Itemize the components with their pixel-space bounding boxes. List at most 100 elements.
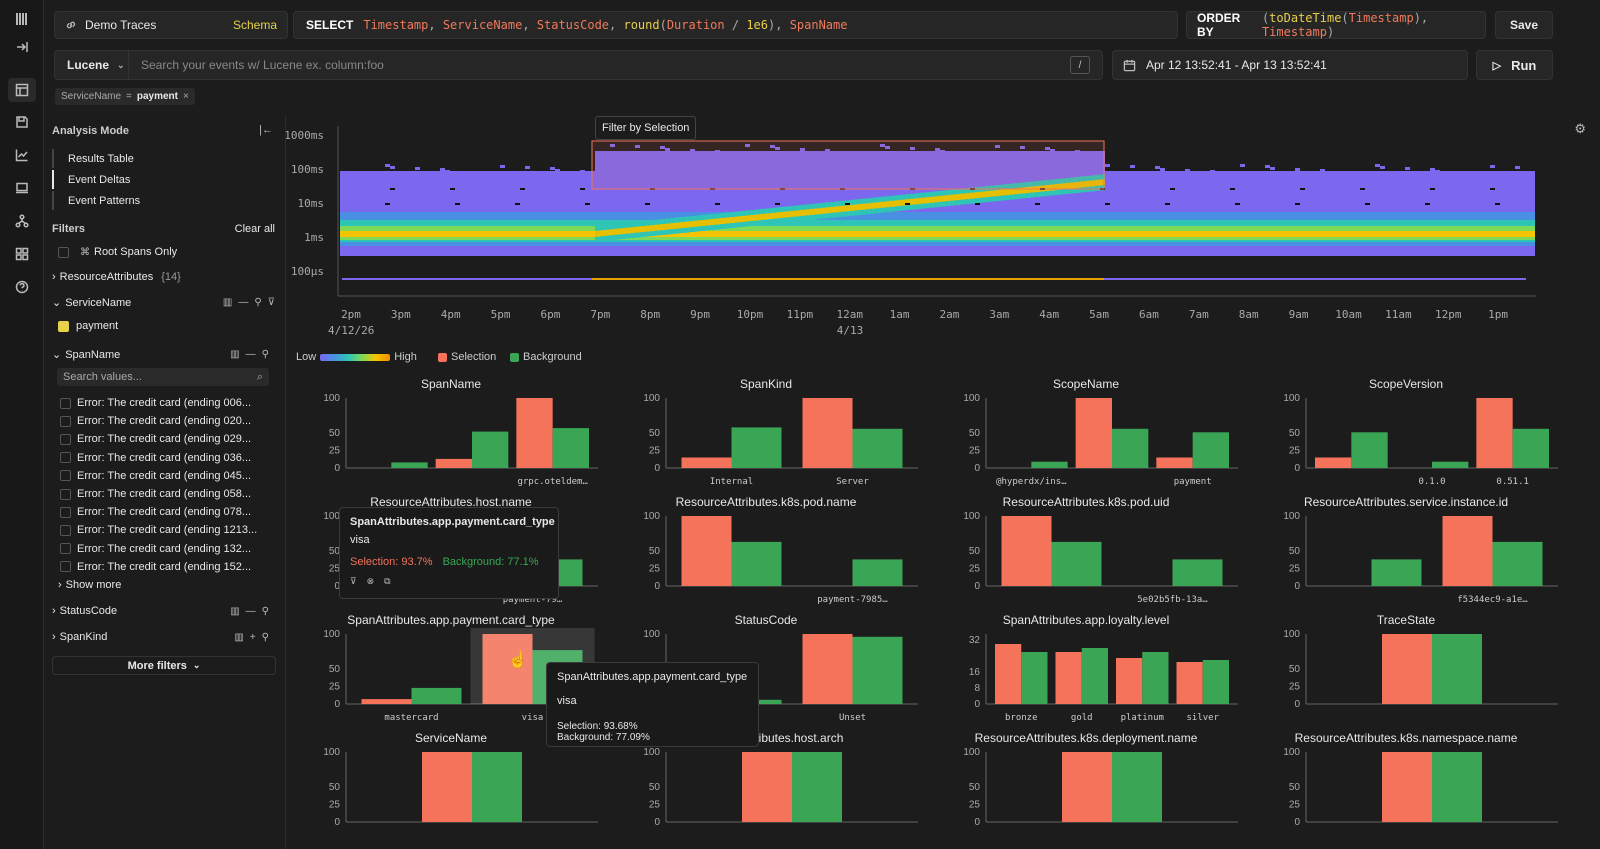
date-range-picker[interactable]: Apr 12 13:52:41 - Apr 13 13:52:41 <box>1112 50 1468 80</box>
chevron-down-icon: ⌄ <box>52 297 62 309</box>
span-name-option[interactable]: Error: The credit card (ending 006... <box>60 397 251 409</box>
mode-results-table[interactable]: Results Table <box>68 153 134 165</box>
heat-cell <box>720 231 725 237</box>
option-checkbox[interactable] <box>60 506 71 518</box>
more-filters-button[interactable]: More filters ⌄ <box>52 656 276 675</box>
category-label: gold <box>1071 713 1093 723</box>
y-tick-label: 1000ms <box>286 129 324 142</box>
show-more-button[interactable]: › Show more <box>58 579 121 591</box>
save-button[interactable]: Save <box>1495 11 1553 39</box>
option-checkbox[interactable] <box>60 415 71 427</box>
minus-icon[interactable]: — <box>238 297 249 308</box>
services-icon[interactable] <box>13 212 31 230</box>
filter-icon[interactable]: ⊽ <box>350 576 357 586</box>
heat-cell <box>610 144 615 147</box>
plus-icon[interactable]: + <box>249 632 256 643</box>
mode-event-patterns[interactable]: Event Patterns <box>68 195 141 207</box>
orderby-editor[interactable]: ORDER BY (toDateTime(Timestamp), Timesta… <box>1186 11 1486 39</box>
chip-eq: = <box>126 91 132 102</box>
payment-checkbox[interactable] <box>58 321 69 332</box>
span-name-option[interactable]: Error: The credit card (ending 058... <box>60 488 251 500</box>
span-name-option[interactable]: Error: The credit card (ending 036... <box>60 452 251 464</box>
option-checkbox[interactable] <box>60 452 71 464</box>
span-name-option[interactable]: Error: The credit card (ending 1213... <box>60 524 257 536</box>
span-kind-actions: ▥ + ⚲ <box>234 632 269 643</box>
heat-cell <box>710 151 715 256</box>
pin-icon[interactable]: ⚲ <box>261 606 269 617</box>
select-editor[interactable]: SELECT Timestamp, ServiceName, StatusCod… <box>293 11 1178 39</box>
search-input[interactable]: Search your events w/ Lucene ex. column:… <box>128 50 1103 80</box>
minus-icon[interactable]: — <box>245 349 256 360</box>
heatmap-chart[interactable]: 1000ms 100ms 10ms 1ms 100µs 2pm 3pm 4pm 5pm 6pm 7p… <box>286 116 1600 341</box>
chart-nav-icon[interactable] <box>13 146 31 164</box>
heat-cell <box>1085 180 1090 187</box>
distribution-icon[interactable]: ▥ <box>234 632 244 643</box>
clear-all-button[interactable]: Clear all <box>234 223 275 235</box>
background-bar <box>1432 634 1482 704</box>
chart-title: StatusCode <box>735 613 798 627</box>
option-checkbox[interactable] <box>60 470 71 482</box>
gear-icon[interactable]: ⚙ <box>1574 121 1586 136</box>
heat-cell <box>660 146 665 149</box>
collapse-icon[interactable]: |← <box>259 124 273 136</box>
filter-resource-attributes[interactable]: › ResourceAttributes {14} <box>52 271 181 283</box>
help-icon[interactable] <box>13 278 31 296</box>
heat-cell <box>990 231 995 237</box>
sql-token: / <box>724 18 747 32</box>
span-name-option[interactable]: Error: The credit card (ending 045... <box>60 470 251 482</box>
heat-cell <box>1515 166 1520 169</box>
expand-icon[interactable] <box>13 38 31 56</box>
option-checkbox[interactable] <box>60 488 71 500</box>
mode-event-deltas[interactable]: Event Deltas <box>68 174 131 186</box>
span-name-option[interactable]: Error: The credit card (ending 020... <box>60 415 251 427</box>
selection-bar <box>681 516 732 586</box>
close-icon[interactable]: × <box>183 91 189 102</box>
distribution-icon[interactable]: ▥ <box>230 606 240 617</box>
heat-cell <box>500 231 505 237</box>
dashboards-icon[interactable] <box>13 245 31 263</box>
schema-button[interactable]: Schema <box>232 18 277 32</box>
heat-cell <box>1495 231 1500 237</box>
filter-chip[interactable]: ServiceName = payment × <box>55 88 195 105</box>
option-checkbox[interactable] <box>60 561 71 573</box>
copy-icon[interactable]: ⧉ <box>384 576 391 586</box>
pin-icon[interactable]: ⚲ <box>254 297 262 308</box>
filter-span-name[interactable]: ⌄ SpanName <box>52 348 120 362</box>
filter-by-selection-button[interactable]: Filter by Selection <box>595 116 697 140</box>
y-tick-label: 50 <box>649 782 661 793</box>
minus-icon[interactable]: — <box>245 606 256 617</box>
heat-cell <box>1355 231 1360 237</box>
span-name-option[interactable]: Error: The credit card (ending 029... <box>60 433 251 445</box>
pin-icon[interactable]: ⚲ <box>261 349 269 360</box>
heat-cell <box>495 231 500 237</box>
search-values-input[interactable]: Search values... ⌕ <box>57 368 269 386</box>
option-checkbox[interactable] <box>60 543 71 555</box>
span-name-option[interactable]: Error: The credit card (ending 132... <box>60 543 251 555</box>
pin-icon[interactable]: ⚲ <box>261 632 269 643</box>
span-name-option[interactable]: Error: The credit card (ending 152... <box>60 561 251 573</box>
filter-service-name[interactable]: ⌄ ServiceName <box>52 296 131 310</box>
query-language-select[interactable]: Lucene ⌄ <box>54 50 129 80</box>
selection-bar <box>1062 752 1112 822</box>
span-name-option[interactable]: Error: The credit card (ending 078... <box>60 506 251 518</box>
filter-status-code[interactable]: › StatusCode <box>52 605 117 617</box>
exclude-icon[interactable]: ⊗ <box>366 576 375 586</box>
heat-cell <box>500 165 505 168</box>
selection-bar <box>1055 652 1082 704</box>
distribution-icon[interactable]: ▥ <box>230 349 240 360</box>
option-checkbox[interactable] <box>60 524 71 536</box>
sessions-icon[interactable] <box>13 179 31 197</box>
heat-cell <box>580 188 585 190</box>
heat-cell <box>930 196 935 203</box>
source-selector[interactable]: Demo Traces Schema <box>54 11 288 39</box>
run-button[interactable]: ▷ Run <box>1476 50 1553 80</box>
search-icon: ⌕ <box>256 370 263 383</box>
option-checkbox[interactable] <box>60 433 71 445</box>
filter-span-kind[interactable]: › SpanKind <box>52 631 107 643</box>
distribution-icon[interactable]: ▥ <box>222 297 233 308</box>
root-spans-checkbox[interactable] <box>58 247 69 258</box>
saved-icon[interactable] <box>13 113 31 131</box>
search-nav-icon[interactable] <box>8 78 36 102</box>
option-checkbox[interactable] <box>60 397 71 409</box>
clear-filter-icon[interactable]: ⊽ <box>267 297 275 308</box>
